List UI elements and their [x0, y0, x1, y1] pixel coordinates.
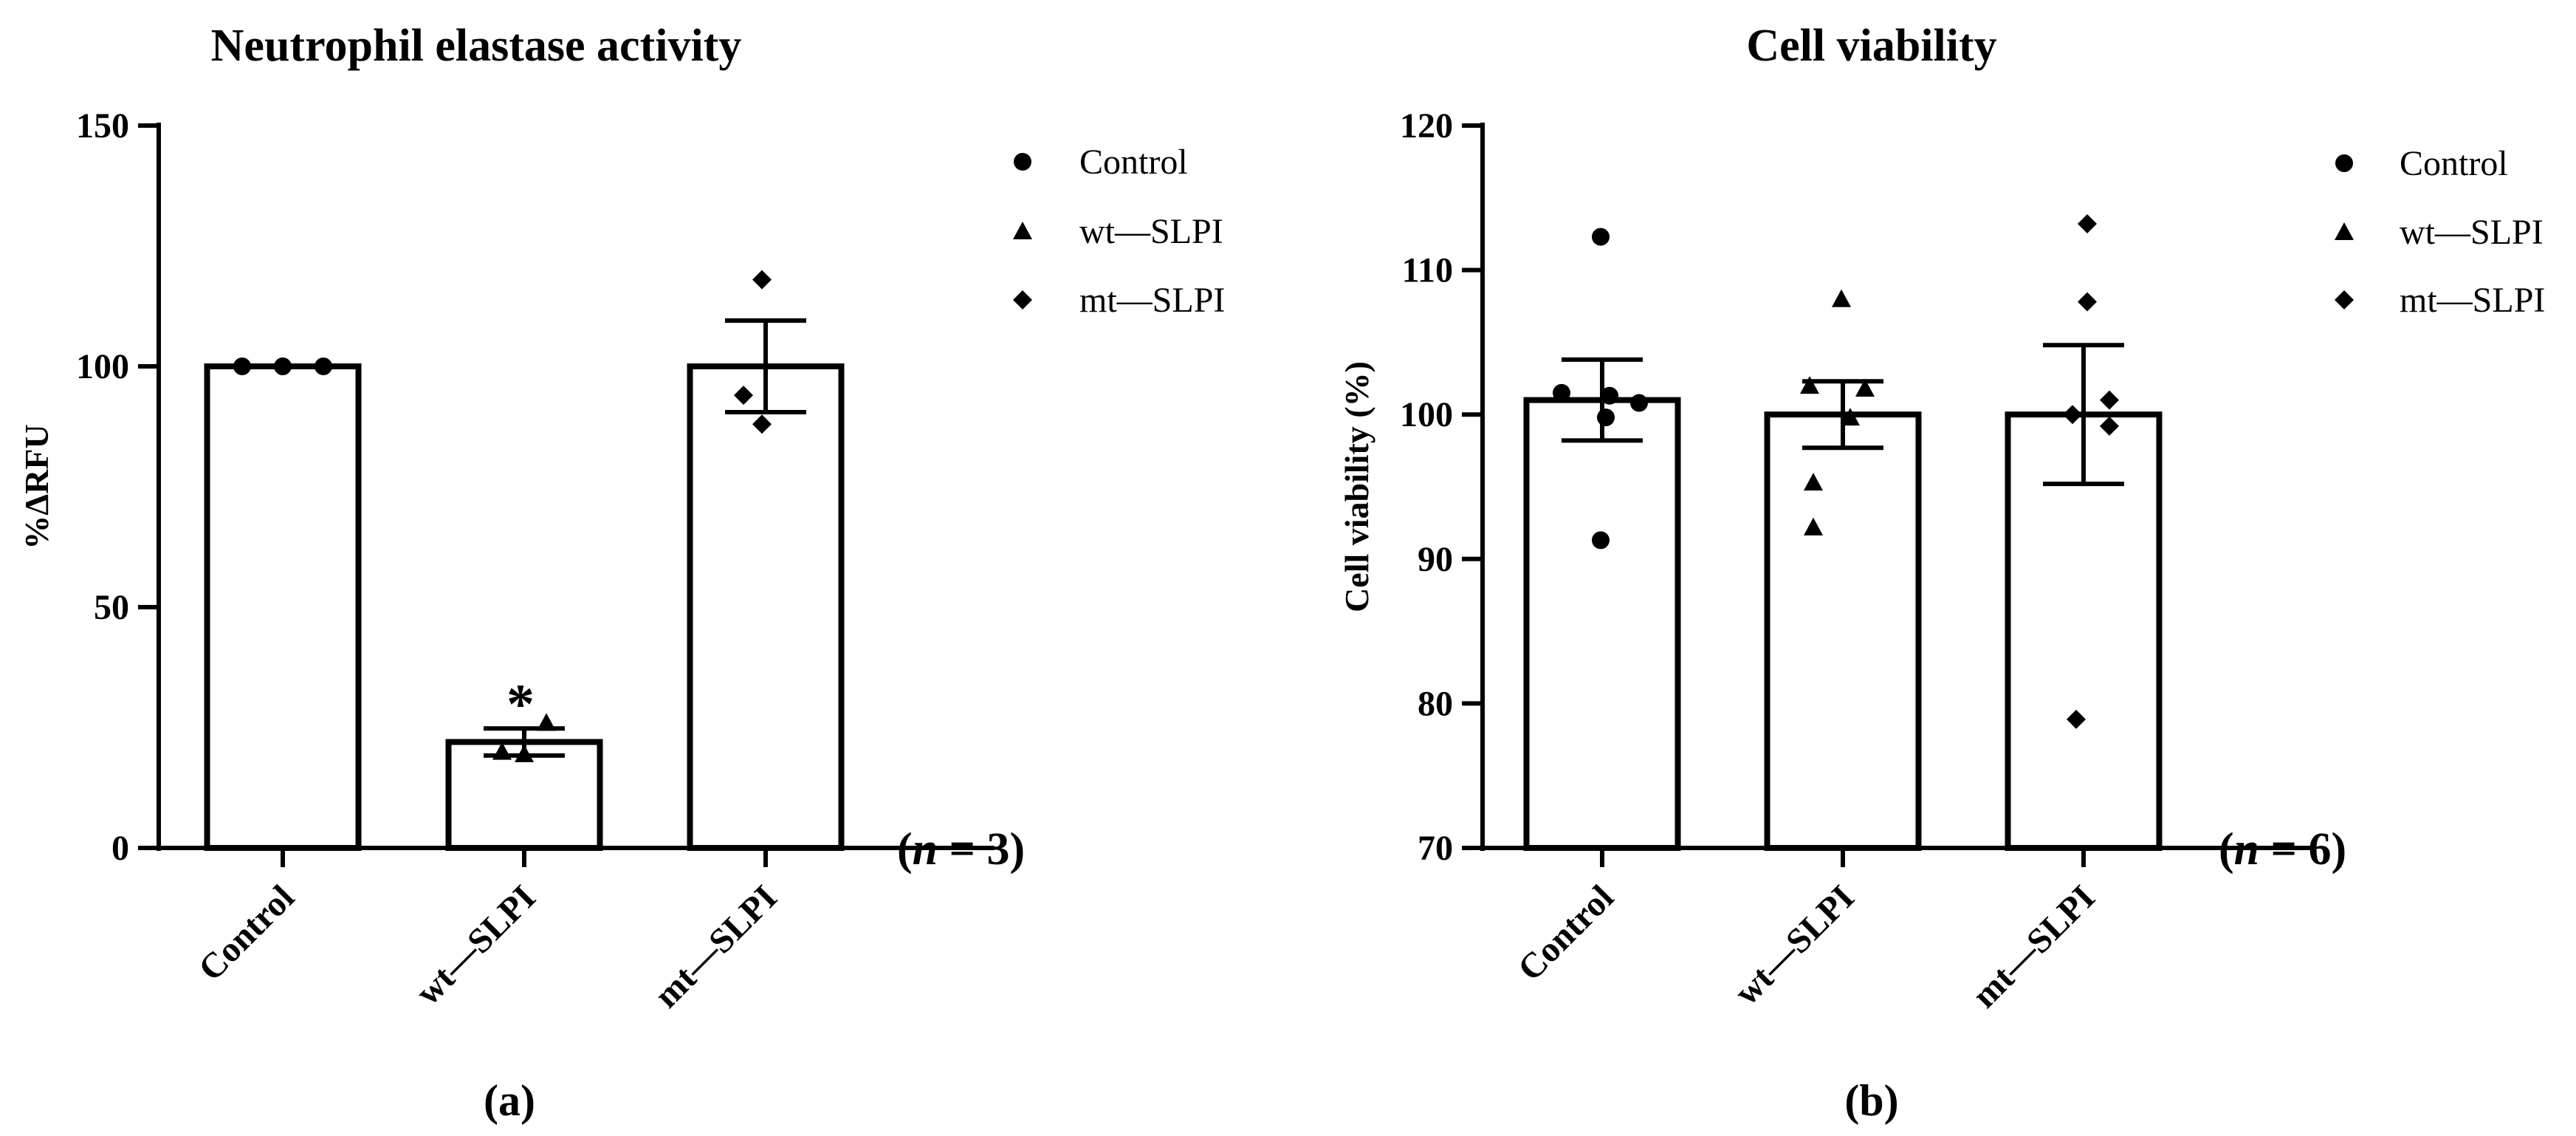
sample-size-suffix: = 6) [2259, 824, 2346, 875]
x-tick-label: mt—SLPI [647, 877, 784, 1015]
x-tick-label: wt—SLPI [1727, 877, 1862, 1013]
data-point [752, 270, 772, 290]
y-tick-label: 100 [1400, 395, 1453, 434]
data-point [315, 357, 332, 375]
data-point [1597, 408, 1615, 427]
data-point [1592, 531, 1610, 550]
data-point [734, 386, 753, 406]
legend-label: Control [2400, 144, 2508, 183]
chart-title: Cell viability [1746, 21, 1996, 71]
sample-size-label: (n = 6) [2219, 824, 2346, 875]
legend-marker [2335, 290, 2354, 309]
legend-marker [1013, 290, 1032, 309]
y-tick-label: 80 [1418, 684, 1453, 723]
data-point [1841, 408, 1860, 426]
sample-size-n: n [2234, 824, 2259, 875]
x-tick-label: wt—SLPI [408, 877, 543, 1013]
y-tick-label: 90 [1418, 540, 1453, 579]
bar [1764, 411, 1922, 851]
y-tick-label: 70 [1418, 829, 1453, 868]
chart-title: Neutrophil elastase activity [211, 21, 742, 71]
legend-label: mt—SLPI [1079, 281, 1225, 320]
data-point [233, 357, 251, 375]
bar [2005, 411, 2163, 851]
data-point [2078, 214, 2097, 234]
y-tick-label: 100 [76, 347, 129, 386]
bar [1523, 397, 1681, 851]
data-point [2063, 405, 2082, 425]
y-tick-label: 120 [1400, 106, 1453, 146]
data-point [1804, 517, 1823, 536]
data-point [2067, 709, 2086, 729]
data-point [1804, 473, 1823, 491]
sample-size-label: (n = 3) [897, 824, 1025, 875]
data-point [1800, 376, 1819, 394]
y-axis-label: %ΔRFU [18, 424, 55, 549]
x-tick-label: Control [1511, 877, 1621, 988]
legend-label: mt—SLPI [2400, 281, 2545, 320]
data-point [752, 414, 772, 434]
y-tick-label: 50 [94, 588, 129, 627]
data-point [1601, 386, 1618, 405]
bar [687, 363, 845, 851]
data-point [274, 357, 292, 375]
data-point [1630, 394, 1648, 412]
sample-size-n: n [913, 824, 938, 875]
legend-marker [2335, 154, 2353, 172]
legend-label: wt—SLPI [1079, 212, 1223, 251]
legend-label: wt—SLPI [2400, 213, 2544, 252]
legend-marker [2335, 222, 2354, 241]
data-point [1832, 289, 1851, 307]
legend-marker [1014, 153, 1031, 171]
sample-size-prefix: ( [897, 824, 913, 875]
x-tick-label: mt—SLPI [1965, 877, 2102, 1015]
data-point [2100, 390, 2119, 410]
legend-marker [1013, 222, 1032, 240]
legend-label: Control [1079, 143, 1188, 182]
y-tick-label: 110 [1402, 251, 1453, 290]
x-tick-label: Control [191, 877, 302, 988]
data-point [2078, 292, 2097, 312]
y-axis-label: Cell viability (%) [1338, 361, 1375, 612]
panel-label: (a) [484, 1076, 535, 1125]
significance-annotation: * [506, 673, 535, 735]
sample-size-suffix: = 3) [938, 824, 1025, 875]
panel-label: (b) [1844, 1076, 1898, 1125]
chart-panel: Neutrophil elastase activity 0 50 100 150 Con… [18, 21, 1225, 1125]
data-point [2100, 416, 2119, 436]
sample-size-prefix: ( [2219, 824, 2234, 875]
data-point [1855, 378, 1875, 397]
data-point [1553, 383, 1570, 402]
y-tick-label: 0 [111, 829, 129, 868]
bar [204, 363, 362, 851]
data-point [1592, 227, 1610, 246]
y-tick-label: 150 [76, 106, 129, 146]
chart-panel: Cell viability 70 80 90 100 110 120 Control wt—S… [1338, 21, 2545, 1125]
